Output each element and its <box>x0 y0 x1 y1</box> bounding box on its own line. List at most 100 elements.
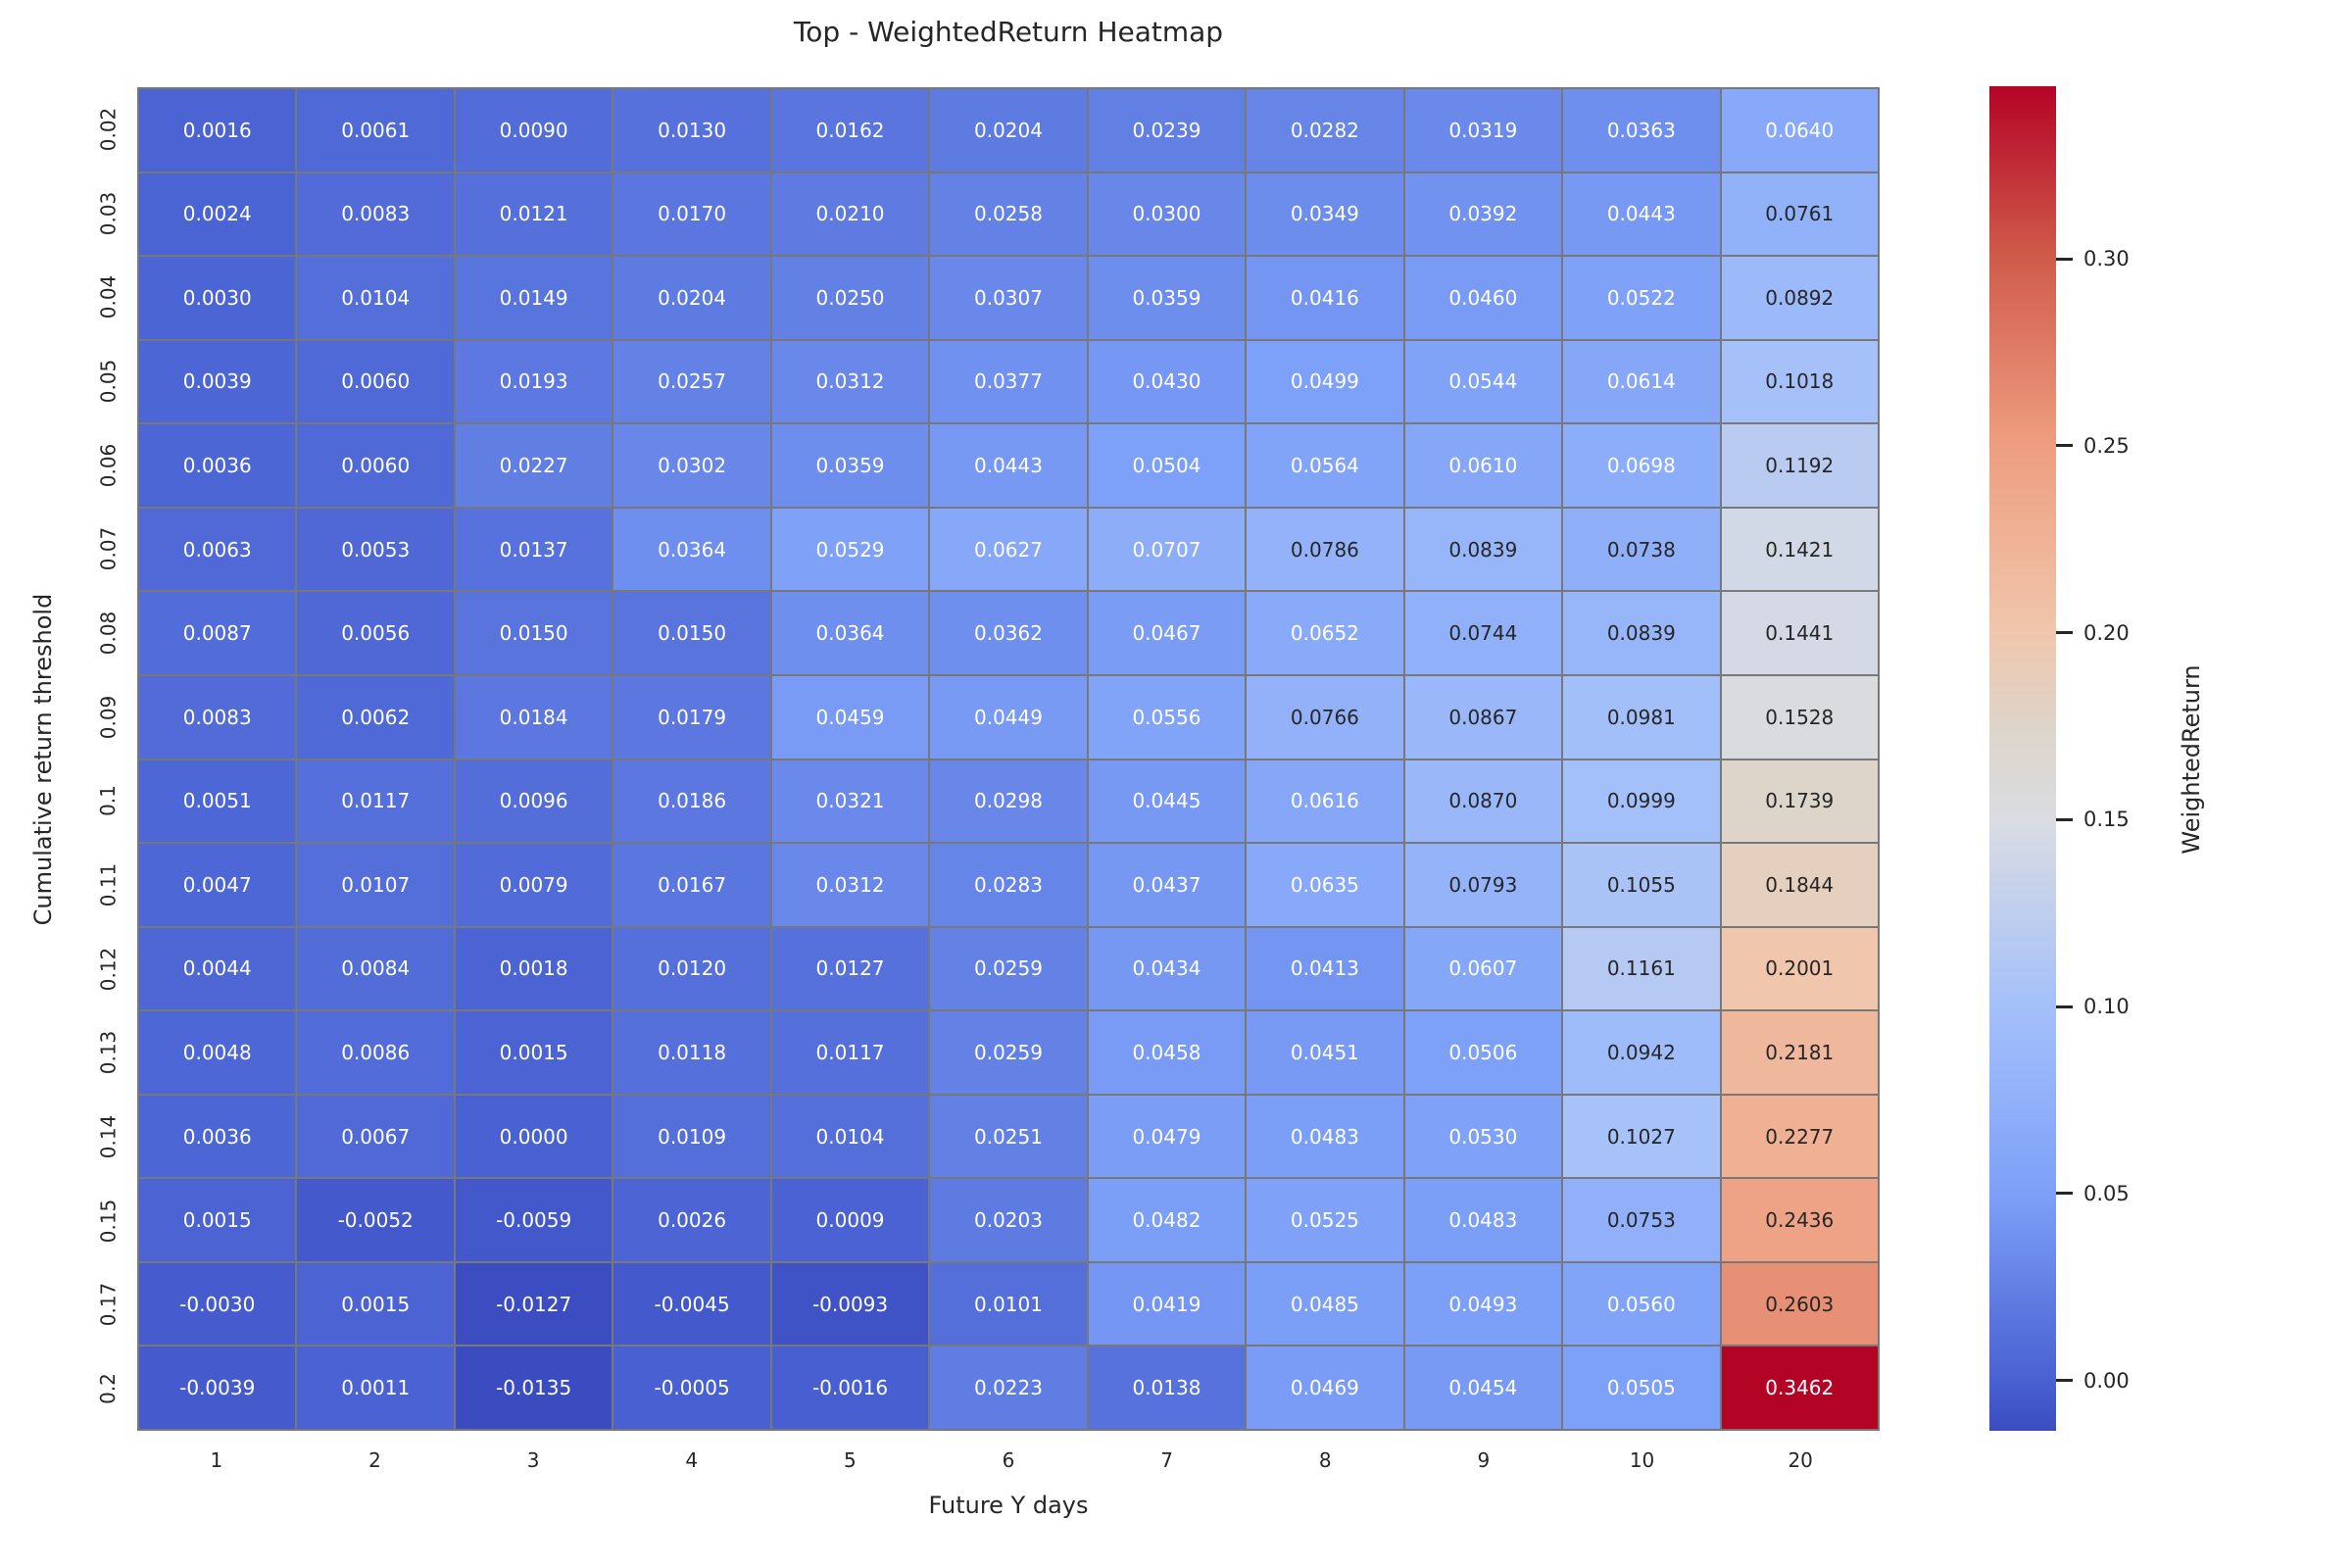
heatmap-cell: 0.0015 <box>297 1262 454 1346</box>
heatmap-cell: 0.0504 <box>1088 424 1246 507</box>
heatmap-cell: 0.0016 <box>139 89 296 172</box>
heatmap-cell: 0.1055 <box>1563 844 1720 926</box>
heatmap-cell: 0.0437 <box>1088 844 1246 926</box>
heatmap-cell: 0.0454 <box>1404 1347 1562 1429</box>
heatmap-cell: 0.0483 <box>1404 1179 1562 1261</box>
heatmap-cell: 0.0170 <box>613 172 770 256</box>
heatmap-cell: 0.0150 <box>455 592 612 674</box>
heatmap-cell: 0.1739 <box>1721 760 1878 843</box>
heatmap-cell: 0.0607 <box>1404 927 1562 1010</box>
heatmap-cell: -0.0127 <box>455 1262 612 1346</box>
heatmap-cell: -0.0005 <box>613 1347 770 1429</box>
heatmap-cell: 0.0107 <box>297 844 454 926</box>
heatmap-cell: 0.0227 <box>455 424 612 507</box>
heatmap-cell: 0.1161 <box>1563 927 1720 1010</box>
heatmap-cell: 0.0467 <box>1088 592 1246 674</box>
heatmap-cell: 0.0319 <box>1404 89 1562 172</box>
colorbar-tick-label: 0.10 <box>2083 995 2130 1019</box>
heatmap-cell: 0.0149 <box>455 257 612 339</box>
heatmap-cell: 0.0312 <box>771 844 929 926</box>
heatmap-cell: 0.0204 <box>930 89 1087 172</box>
y-tick-label: 0.2 <box>96 1373 121 1405</box>
heatmap-cell: 0.2603 <box>1721 1262 1878 1346</box>
heatmap-cell: 0.0556 <box>1088 675 1246 759</box>
x-tick-label: 20 <box>1788 1448 1813 1472</box>
y-axis-label: Cumulative return threshold <box>29 593 57 926</box>
heatmap-cell: 0.0251 <box>930 1095 1087 1178</box>
heatmap-cell: 0.0786 <box>1247 508 1403 591</box>
heatmap-cell: 0.0117 <box>771 1011 929 1094</box>
x-axis-label: Future Y days <box>928 1492 1089 1519</box>
heatmap-cell: 0.0499 <box>1247 340 1403 423</box>
heatmap-cell: 0.0193 <box>455 340 612 423</box>
heatmap-cell: 0.0117 <box>297 760 454 843</box>
colorbar-label: WeightedReturn <box>2178 664 2205 855</box>
heatmap-cell: 0.1421 <box>1721 508 1878 591</box>
heatmap-cell: 0.0483 <box>1247 1095 1403 1178</box>
heatmap-cell: 0.0942 <box>1563 1011 1720 1094</box>
x-tick-label: 7 <box>1160 1448 1173 1472</box>
heatmap-cell: 0.0062 <box>297 675 454 759</box>
y-tick-label: 0.07 <box>96 527 121 571</box>
heatmap-cell: 0.0138 <box>1088 1347 1246 1429</box>
colorbar-tick-mark <box>2056 1004 2073 1008</box>
heatmap-cell: 0.0167 <box>613 844 770 926</box>
x-axis-tick-labels: 1 2 3 4 5 6 7 8 9 10 20 <box>137 1448 1880 1472</box>
heatmap-cell: 0.0026 <box>613 1179 770 1261</box>
heatmap-cell: 0.0121 <box>455 172 612 256</box>
y-tick-label: 0.12 <box>96 947 121 991</box>
heatmap-cell: 0.0096 <box>455 760 612 843</box>
heatmap-cell: 0.0300 <box>1088 172 1246 256</box>
heatmap-cell: 0.0259 <box>930 1011 1087 1094</box>
heatmap-cell: -0.0016 <box>771 1347 929 1429</box>
heatmap-cell: 0.1027 <box>1563 1095 1720 1178</box>
heatmap-cell: 0.0223 <box>930 1347 1087 1429</box>
x-tick-label: 6 <box>1002 1448 1015 1472</box>
heatmap-cell: 0.0419 <box>1088 1262 1246 1346</box>
heatmap-cell: 0.0505 <box>1563 1347 1720 1429</box>
heatmap-cell: 0.0024 <box>139 172 296 256</box>
heatmap-cell: 0.0204 <box>613 257 770 339</box>
heatmap-cell: 0.0258 <box>930 172 1087 256</box>
heatmap-cell: 0.0610 <box>1404 424 1562 507</box>
x-tick-label: 4 <box>685 1448 699 1472</box>
heatmap-cell: 0.0451 <box>1247 1011 1403 1094</box>
heatmap-cell: 0.0011 <box>297 1347 454 1429</box>
heatmap-cell: 0.1844 <box>1721 844 1878 926</box>
heatmap-cell: 0.0239 <box>1088 89 1246 172</box>
heatmap-cell: 0.0363 <box>1563 89 1720 172</box>
heatmap-cell: 0.0009 <box>771 1179 929 1261</box>
heatmap-cell: 0.0449 <box>930 675 1087 759</box>
heatmap-cell: 0.1528 <box>1721 675 1878 759</box>
y-tick-label: 0.05 <box>96 359 121 404</box>
heatmap-cell: 0.0377 <box>930 340 1087 423</box>
colorbar-tick-label: 0.15 <box>2083 808 2130 832</box>
y-tick-label: 0.08 <box>96 611 121 656</box>
heatmap-cell: 0.0307 <box>930 257 1087 339</box>
heatmap-cell: 0.0870 <box>1404 760 1562 843</box>
heatmap-cell: 0.0443 <box>930 424 1087 507</box>
heatmap-cell: 0.0000 <box>455 1095 612 1178</box>
heatmap-cell: 0.3462 <box>1721 1347 1878 1429</box>
heatmap-cell: 0.0753 <box>1563 1179 1720 1261</box>
heatmap-cell: 0.2277 <box>1721 1095 1878 1178</box>
x-tick-label: 1 <box>210 1448 223 1472</box>
heatmap-cell: 0.0392 <box>1404 172 1562 256</box>
heatmap-cell: 0.0443 <box>1563 172 1720 256</box>
heatmap-cell: 0.0445 <box>1088 760 1246 843</box>
heatmap-cell: 0.0179 <box>613 675 770 759</box>
heatmap-cell: 0.0079 <box>455 844 612 926</box>
heatmap-cell: 0.0048 <box>139 1011 296 1094</box>
heatmap-cell: 0.0459 <box>771 675 929 759</box>
heatmap-cell: 0.2001 <box>1721 927 1878 1010</box>
y-tick-label: 0.17 <box>96 1283 121 1327</box>
y-tick-label: 0.11 <box>96 862 121 907</box>
colorbar-tick-label: 0.25 <box>2083 433 2130 458</box>
colorbar-tick-mark <box>2056 631 2073 635</box>
heatmap-cell: 0.0090 <box>455 89 612 172</box>
heatmap-cell: 0.0349 <box>1247 172 1403 256</box>
heatmap-cell: 0.0744 <box>1404 592 1562 674</box>
heatmap-cell: 0.0460 <box>1404 257 1562 339</box>
y-tick-label: 0.1 <box>96 785 121 817</box>
